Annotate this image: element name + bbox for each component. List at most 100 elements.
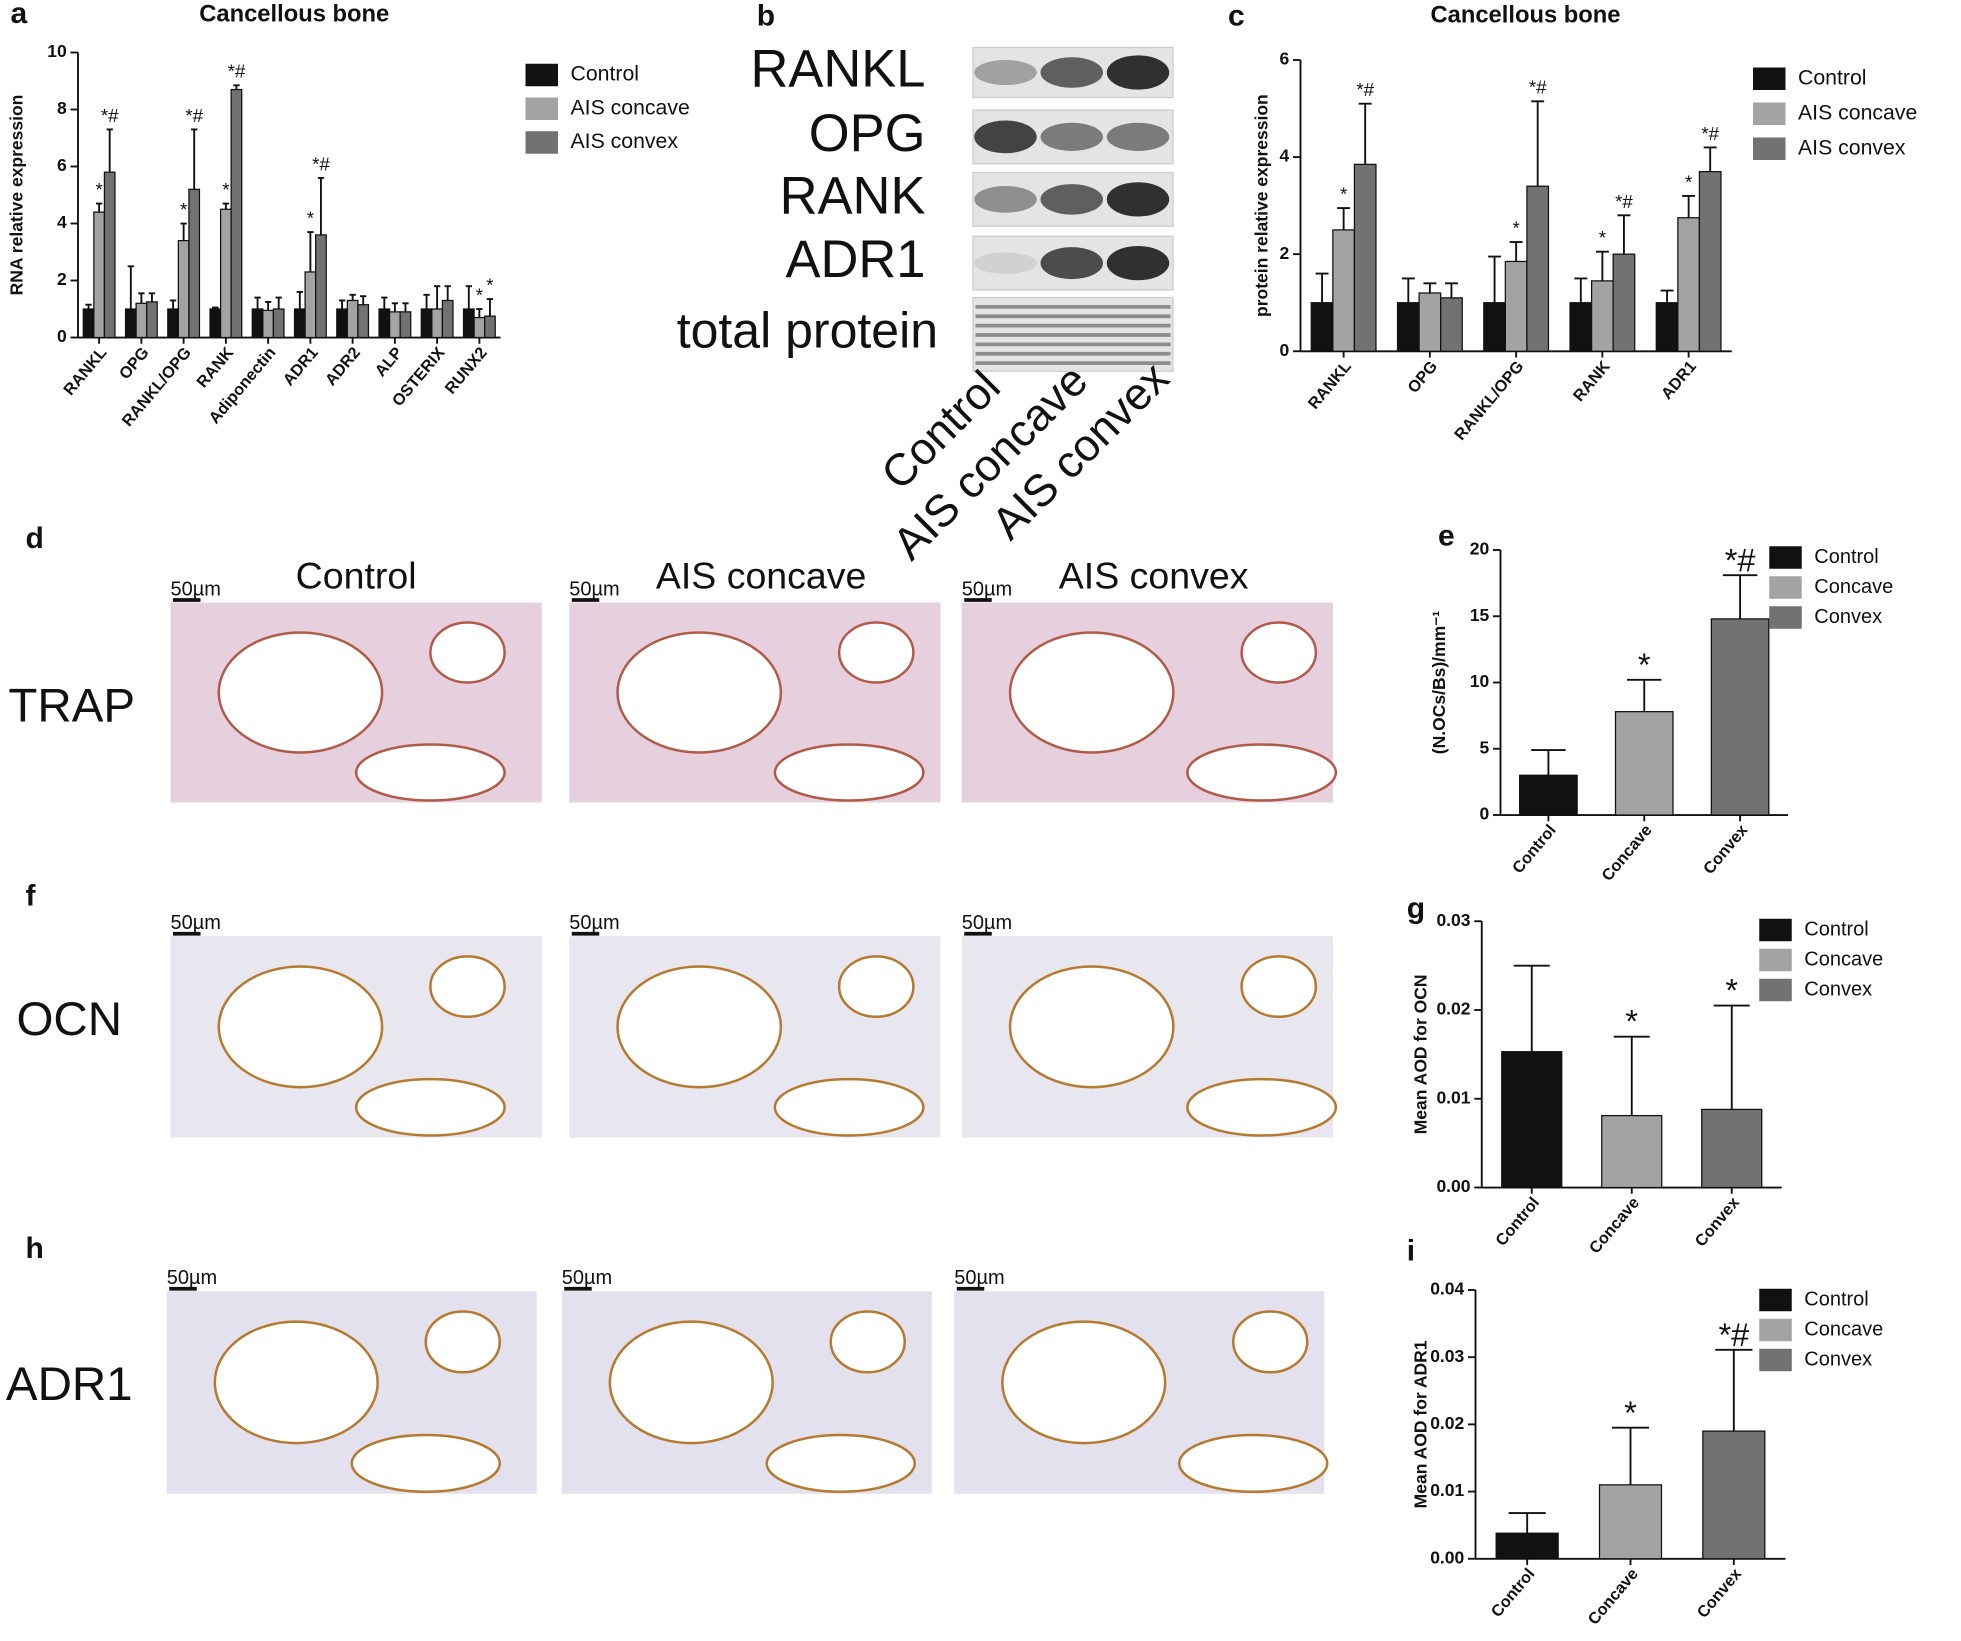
error-bar — [169, 299, 177, 309]
legend-label: Convex — [1804, 978, 1872, 1000]
tissue-space — [217, 631, 384, 754]
x-tick-label: RANKL — [1305, 357, 1355, 412]
legend-swatch — [1759, 978, 1792, 1002]
error-bar — [444, 285, 451, 301]
error-bar — [476, 308, 483, 318]
tissue-space — [429, 621, 506, 684]
y-tick-label: 4 — [1280, 146, 1290, 166]
y-tick-label: 0.03 — [1430, 1346, 1464, 1366]
legend-swatch — [1759, 918, 1792, 942]
panel-label: e — [1438, 519, 1455, 552]
significance-mark: *# — [101, 105, 119, 126]
significance-mark: *# — [1718, 1317, 1749, 1353]
error-bar — [254, 296, 261, 309]
error-bar — [1595, 250, 1609, 281]
error-bar — [1722, 574, 1758, 619]
legend-swatch — [1759, 1288, 1792, 1312]
tissue-space — [1240, 955, 1318, 1018]
legend-swatch — [1769, 546, 1802, 569]
bar — [1590, 280, 1614, 352]
significance-mark: *# — [1701, 123, 1719, 144]
y-axis-label: (N.OCs/Bs)/mm⁻¹ — [1429, 611, 1449, 755]
panel-label: f — [26, 879, 37, 912]
tissue-space — [1177, 1433, 1329, 1493]
error-bar — [486, 298, 494, 317]
significance-mark: * — [180, 199, 187, 220]
bar — [272, 308, 285, 339]
column-title: AIS concave — [656, 555, 867, 597]
blot-band — [974, 252, 1037, 274]
legend-label: AIS convex — [571, 129, 679, 153]
tissue-space — [350, 1433, 502, 1493]
legend-label: AIS concave — [571, 95, 690, 119]
bar — [230, 88, 243, 339]
y-axis-label: protein relative expression — [1252, 94, 1272, 317]
x-tick-label: Convex — [1700, 821, 1752, 878]
legend-label: Concave — [1814, 576, 1893, 598]
scale-bar-label: 50µm — [569, 578, 619, 600]
legend-label: Convex — [1814, 606, 1882, 628]
bar — [167, 308, 179, 339]
error-bar — [465, 285, 472, 309]
bar — [1310, 302, 1334, 352]
error-bar — [212, 306, 219, 309]
legend-label: Concave — [1804, 948, 1883, 970]
legend-swatch — [1759, 948, 1792, 972]
y-tick-label: 0 — [1280, 340, 1290, 360]
blot-band — [975, 305, 1171, 309]
tissue-space — [429, 955, 506, 1018]
bar — [219, 208, 232, 339]
blot-row-label: RANK — [780, 166, 926, 225]
legend-swatch — [1769, 606, 1802, 629]
bar — [188, 188, 201, 339]
x-tick-label: Convex — [1694, 1565, 1746, 1622]
bar — [484, 315, 496, 339]
bar — [103, 171, 116, 339]
x-tick-label: Control — [1492, 1194, 1543, 1250]
bar — [1702, 1430, 1766, 1560]
bar — [1504, 260, 1528, 352]
chart-title: Cancellous bone — [1430, 2, 1620, 29]
scale-bar-label: 50µm — [167, 1267, 217, 1289]
legend-label: AIS concave — [1798, 100, 1917, 124]
blot-band — [975, 361, 1171, 365]
blot-row-label: ADR1 — [785, 230, 925, 289]
legend-swatch — [1753, 137, 1786, 160]
significance-mark: * — [1725, 973, 1738, 1009]
scale-bar-label: 50µm — [962, 912, 1012, 934]
error-bar — [349, 293, 356, 301]
bar — [399, 311, 412, 339]
y-tick-label: 15 — [1470, 605, 1490, 625]
bar — [1655, 302, 1679, 352]
y-tick-label: 10 — [1470, 671, 1490, 691]
bar — [388, 311, 401, 339]
error-bar — [85, 303, 92, 309]
significance-mark: * — [486, 274, 493, 295]
error-bar — [233, 84, 240, 90]
error-bar — [180, 222, 187, 241]
error-bar — [1703, 146, 1717, 172]
significance-mark: *# — [1529, 77, 1547, 98]
bar — [1353, 163, 1377, 352]
error-bar — [402, 302, 409, 312]
y-tick-label: 0.00 — [1430, 1547, 1464, 1567]
error-bar — [1617, 214, 1631, 255]
bar — [346, 299, 359, 339]
stain-label: ADR1 — [6, 1358, 133, 1411]
scale-bar-label: 50µm — [171, 912, 221, 934]
x-tick-label: OPG — [1404, 358, 1441, 397]
y-tick-label: 0 — [57, 326, 67, 346]
tissue-space — [837, 621, 915, 684]
bar — [1440, 297, 1463, 352]
bar — [431, 308, 444, 339]
y-tick-label: 5 — [1480, 737, 1490, 757]
significance-mark: *# — [1725, 542, 1756, 578]
blot-row-label: RANKL — [750, 39, 925, 98]
blot-band — [974, 59, 1037, 86]
bar — [124, 308, 137, 339]
x-tick-label: ALP — [372, 344, 407, 381]
y-tick-label: 0.00 — [1436, 1176, 1470, 1196]
x-tick-label: Concave — [1586, 1194, 1643, 1257]
legend-label: Control — [1798, 65, 1867, 89]
legend-swatch — [525, 97, 558, 120]
